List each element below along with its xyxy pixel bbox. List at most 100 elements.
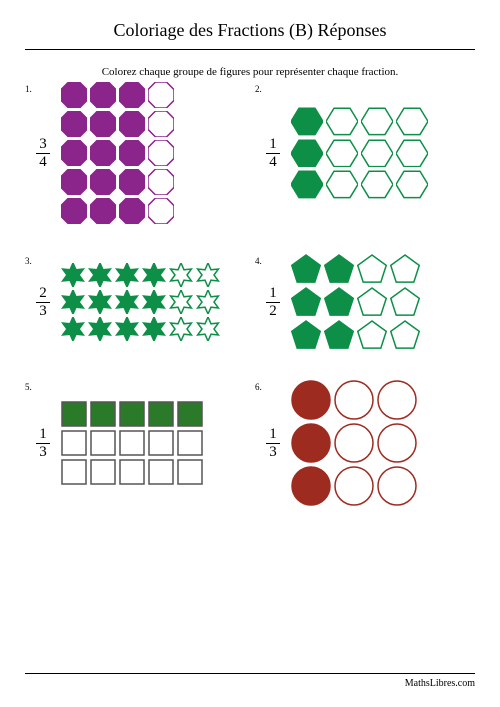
pentagon-icon — [357, 320, 387, 350]
square-icon — [119, 459, 145, 485]
divider-bottom — [25, 673, 475, 674]
star-icon — [115, 290, 139, 314]
hexagon-icon — [291, 139, 323, 168]
page-subtitle: Colorez chaque groupe de figures pour re… — [25, 66, 475, 78]
numerator: 3 — [36, 137, 50, 154]
circle-icon — [377, 466, 417, 506]
star-icon — [169, 317, 193, 341]
fraction: 12 — [263, 286, 283, 319]
footer-right: MathsLibres.com — [405, 678, 475, 689]
square-icon — [90, 459, 116, 485]
octagon-icon — [90, 140, 116, 166]
problem-index: 5. — [25, 382, 32, 392]
problem: 4.12 — [255, 254, 475, 350]
square-icon — [61, 430, 87, 456]
shape-grid — [291, 254, 420, 350]
denominator: 3 — [39, 303, 47, 319]
octagon-icon — [148, 140, 174, 166]
star-icon — [142, 290, 166, 314]
pentagon-icon — [357, 254, 387, 284]
pentagon-icon — [324, 254, 354, 284]
square-icon — [119, 401, 145, 427]
octagon-icon — [61, 198, 87, 224]
pentagon-icon — [291, 320, 321, 350]
pentagon-icon — [390, 254, 420, 284]
problem-index: 1. — [25, 84, 32, 94]
problem-index: 3. — [25, 256, 32, 266]
hexagon-icon — [396, 139, 428, 168]
pentagon-icon — [390, 287, 420, 317]
star-icon — [88, 290, 112, 314]
denominator: 4 — [269, 154, 277, 170]
square-icon — [148, 459, 174, 485]
fraction: 13 — [33, 427, 53, 460]
numerator: 1 — [266, 286, 280, 303]
divider-top — [25, 49, 475, 50]
shape-grid — [61, 401, 203, 485]
octagon-icon — [119, 82, 145, 108]
numerator: 2 — [36, 286, 50, 303]
star-icon — [88, 263, 112, 287]
pentagon-icon — [357, 287, 387, 317]
square-icon — [119, 430, 145, 456]
octagon-icon — [61, 140, 87, 166]
octagon-icon — [90, 111, 116, 137]
circle-icon — [291, 466, 331, 506]
denominator: 3 — [269, 444, 277, 460]
star-icon — [115, 317, 139, 341]
star-icon — [196, 263, 220, 287]
square-icon — [177, 430, 203, 456]
problem: 5.13 — [25, 380, 245, 506]
numerator: 1 — [266, 137, 280, 154]
hexagon-icon — [326, 139, 358, 168]
square-icon — [90, 401, 116, 427]
hexagon-icon — [361, 170, 393, 199]
circle-icon — [291, 380, 331, 420]
octagon-icon — [90, 169, 116, 195]
star-icon — [88, 317, 112, 341]
denominator: 2 — [269, 303, 277, 319]
square-icon — [177, 401, 203, 427]
octagon-icon — [148, 169, 174, 195]
denominator: 4 — [39, 154, 47, 170]
octagon-icon — [90, 198, 116, 224]
star-icon — [169, 263, 193, 287]
pentagon-icon — [291, 287, 321, 317]
fraction: 34 — [33, 137, 53, 170]
star-icon — [142, 317, 166, 341]
page-title: Coloriage des Fractions (B) Réponses — [25, 20, 475, 41]
circle-icon — [291, 423, 331, 463]
square-icon — [90, 430, 116, 456]
problem-index: 2. — [255, 84, 262, 94]
octagon-icon — [61, 82, 87, 108]
pentagon-icon — [390, 320, 420, 350]
circle-icon — [377, 423, 417, 463]
problem: 6.13 — [255, 380, 475, 506]
octagon-icon — [119, 140, 145, 166]
problem: 2.14 — [255, 82, 475, 224]
hexagon-icon — [291, 170, 323, 199]
star-icon — [196, 317, 220, 341]
square-icon — [61, 459, 87, 485]
shape-grid — [61, 263, 220, 341]
pentagon-icon — [324, 287, 354, 317]
octagon-icon — [61, 169, 87, 195]
octagon-icon — [119, 169, 145, 195]
problems-grid: 1.342.143.234.125.136.13 — [25, 82, 475, 506]
hexagon-icon — [396, 107, 428, 136]
star-icon — [61, 263, 85, 287]
pentagon-icon — [324, 320, 354, 350]
hexagon-icon — [361, 107, 393, 136]
octagon-icon — [148, 82, 174, 108]
footer: MathsLibres.com — [25, 669, 475, 689]
circle-icon — [377, 380, 417, 420]
octagon-icon — [90, 82, 116, 108]
problem-index: 4. — [255, 256, 262, 266]
hexagon-icon — [291, 107, 323, 136]
denominator: 3 — [39, 444, 47, 460]
problem: 3.23 — [25, 254, 245, 350]
shape-grid — [291, 380, 417, 506]
square-icon — [148, 401, 174, 427]
fraction: 23 — [33, 286, 53, 319]
shape-grid — [291, 107, 428, 199]
